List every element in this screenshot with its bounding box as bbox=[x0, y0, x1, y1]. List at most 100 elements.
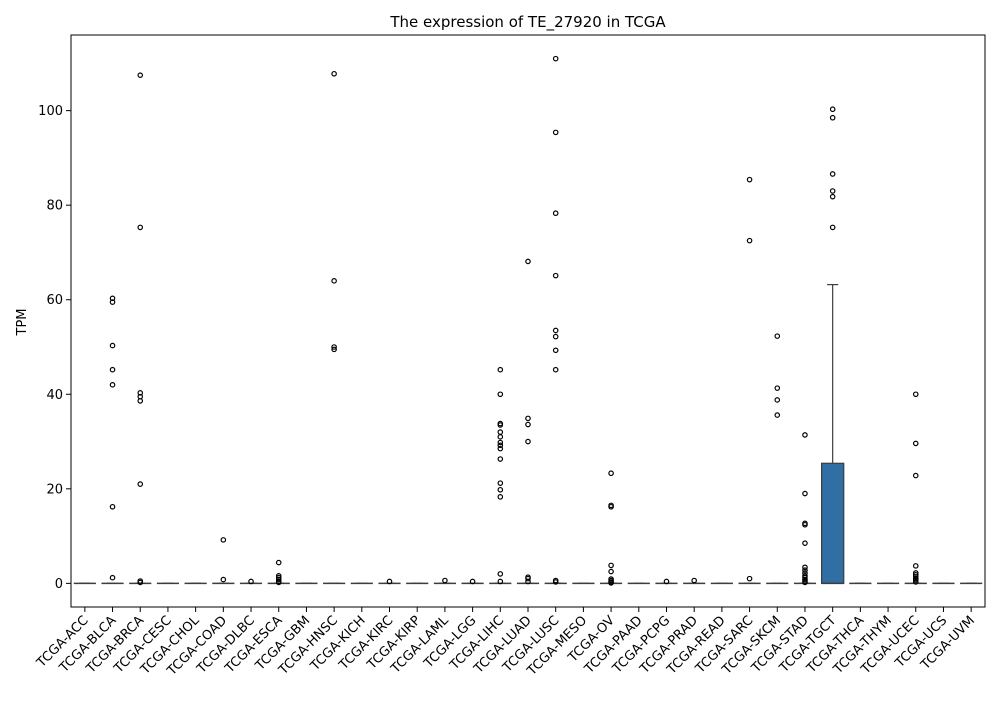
outlier-point bbox=[746, 575, 753, 582]
outlier-point bbox=[497, 494, 504, 500]
outlier-point bbox=[109, 299, 116, 305]
outlier-point bbox=[497, 366, 504, 373]
outlier-point bbox=[912, 472, 919, 479]
outlier-point bbox=[525, 438, 531, 445]
box-tcga-tgct bbox=[820, 462, 845, 584]
y-tick-label: 0 bbox=[55, 577, 63, 592]
outlier-point bbox=[802, 572, 808, 579]
outlier-point bbox=[691, 577, 697, 584]
y-axis-label: TPM bbox=[15, 309, 30, 337]
outlier-point bbox=[525, 258, 531, 265]
outlier-point bbox=[109, 503, 116, 510]
outlier-point bbox=[912, 391, 919, 398]
y-tick-label: 100 bbox=[38, 104, 63, 119]
outlier-point bbox=[497, 442, 504, 449]
outlier-point bbox=[912, 575, 919, 582]
outlier-point bbox=[802, 576, 808, 583]
outlier-point bbox=[552, 366, 559, 373]
outlier-point bbox=[137, 390, 144, 396]
y-tick-label: 60 bbox=[46, 293, 63, 308]
outlier-point bbox=[275, 559, 282, 566]
outlier-point bbox=[912, 573, 919, 580]
outlier-point bbox=[137, 578, 144, 584]
outlier-point bbox=[802, 564, 808, 571]
outlier-point bbox=[497, 456, 504, 462]
outlier-point bbox=[829, 171, 836, 177]
outlier-point bbox=[497, 480, 504, 486]
outlier-point bbox=[497, 434, 504, 440]
outlier-point bbox=[275, 572, 282, 579]
outlier-point bbox=[608, 576, 614, 582]
outlier-point bbox=[137, 72, 144, 78]
outlier-point bbox=[109, 366, 116, 373]
outlier-point bbox=[802, 432, 808, 438]
outlier-point bbox=[552, 210, 559, 217]
outlier-point bbox=[608, 470, 614, 477]
outlier-point bbox=[912, 579, 919, 585]
outlier-point bbox=[109, 574, 116, 581]
outlier-point bbox=[525, 421, 531, 428]
outlier-point bbox=[137, 224, 144, 231]
outlier-point bbox=[774, 412, 781, 418]
outlier-point bbox=[608, 568, 614, 575]
outlier-point bbox=[497, 578, 504, 585]
outlier-point bbox=[912, 563, 919, 569]
outlier-point bbox=[497, 486, 504, 493]
outlier-point bbox=[109, 295, 116, 302]
outlier-point bbox=[746, 237, 753, 244]
outlier-point bbox=[774, 397, 781, 403]
outlier-point bbox=[525, 415, 531, 422]
outlier-point bbox=[746, 176, 753, 183]
outlier-point bbox=[912, 570, 919, 576]
outlier-point bbox=[525, 574, 531, 581]
outlier-point bbox=[497, 571, 504, 577]
chart-title: The expression of TE_27920 in TCGA bbox=[389, 13, 666, 32]
outlier-point bbox=[248, 578, 254, 585]
outlier-point bbox=[829, 193, 836, 200]
outlier-point bbox=[469, 578, 476, 585]
outlier-point bbox=[663, 578, 670, 585]
outlier-point bbox=[137, 393, 144, 400]
outlier-point bbox=[497, 420, 504, 427]
outlier-point bbox=[497, 445, 504, 452]
outlier-point bbox=[829, 224, 836, 231]
outlier-point bbox=[552, 129, 559, 136]
outlier-point bbox=[109, 342, 116, 349]
outlier-point bbox=[608, 502, 614, 509]
outlier-point bbox=[802, 567, 808, 573]
outlier-point bbox=[802, 540, 808, 546]
outlier-point bbox=[220, 576, 227, 583]
outlier-point bbox=[137, 481, 144, 487]
outlier-point bbox=[774, 333, 781, 339]
outlier-point bbox=[912, 440, 919, 447]
outlier-point bbox=[552, 272, 559, 279]
outlier-point bbox=[275, 574, 282, 581]
outlier-point bbox=[331, 344, 337, 350]
outlier-point bbox=[552, 333, 559, 340]
outlier-point bbox=[802, 520, 808, 527]
plot-area: 020406080100TCGA-ACCTCGA-BLCATCGA-BRCATC… bbox=[34, 55, 983, 679]
y-tick-label: 20 bbox=[46, 482, 63, 497]
outlier-point bbox=[497, 439, 504, 446]
outlier-point bbox=[802, 570, 808, 576]
outlier-point bbox=[912, 572, 919, 578]
outlier-point bbox=[331, 70, 337, 77]
outlier-point bbox=[802, 490, 808, 497]
outlier-point bbox=[552, 347, 559, 354]
outlier-point bbox=[608, 562, 614, 569]
outlier-point bbox=[109, 382, 116, 388]
outlier-point bbox=[386, 578, 393, 585]
outlier-point bbox=[829, 106, 836, 113]
plot-frame bbox=[70, 34, 986, 608]
outlier-point bbox=[442, 577, 448, 584]
outlier-point bbox=[774, 385, 781, 391]
outlier-point bbox=[497, 391, 504, 398]
outlier-point bbox=[552, 55, 559, 62]
outlier-point bbox=[552, 577, 559, 584]
y-tick-label: 80 bbox=[46, 199, 63, 214]
outlier-point bbox=[220, 537, 227, 543]
outlier-point bbox=[552, 327, 559, 334]
outlier-point bbox=[331, 278, 337, 284]
outlier-point bbox=[829, 188, 836, 194]
